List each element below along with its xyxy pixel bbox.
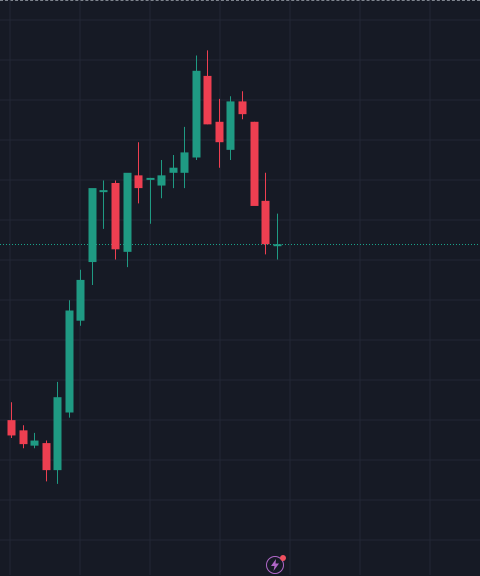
candle <box>192 55 201 161</box>
candle-body <box>169 167 178 173</box>
candle <box>203 50 212 125</box>
candle-body <box>238 101 247 115</box>
candle-body <box>192 70 201 158</box>
candle <box>250 121 259 206</box>
candle <box>7 402 16 438</box>
candle <box>123 172 132 268</box>
candle <box>30 432 39 449</box>
candle-body <box>180 152 189 173</box>
alert-button[interactable] <box>265 554 287 576</box>
candle <box>238 91 247 120</box>
candle <box>261 172 270 255</box>
candle-body <box>19 430 28 445</box>
lightning-icon[interactable] <box>266 556 284 574</box>
candle-body <box>53 397 62 471</box>
notification-dot <box>280 555 286 561</box>
candle <box>273 213 282 260</box>
candle <box>226 96 235 161</box>
candle-body <box>273 244 282 247</box>
candle-body <box>261 200 270 245</box>
candle <box>53 381 62 484</box>
candles <box>7 50 282 484</box>
candle-body <box>215 121 224 143</box>
candle <box>146 177 155 224</box>
candle-body <box>111 183 120 250</box>
candle <box>111 180 120 260</box>
candle-body <box>30 440 39 446</box>
candle <box>215 98 224 168</box>
candle <box>99 180 108 229</box>
candle-body <box>99 190 108 193</box>
candle-body <box>65 310 74 413</box>
candle-body <box>42 443 51 471</box>
candle <box>19 425 28 449</box>
candle-body <box>123 172 132 252</box>
candle-body <box>88 188 97 263</box>
candle <box>180 126 189 189</box>
candle <box>88 188 97 285</box>
candle-body <box>134 175 143 189</box>
candle-body <box>76 279 85 321</box>
pane-separator[interactable] <box>0 0 480 1</box>
candle <box>65 300 74 418</box>
candle-body <box>7 420 16 436</box>
candle <box>76 269 85 326</box>
candle <box>134 142 143 204</box>
candle <box>42 440 51 482</box>
candle <box>157 160 166 199</box>
candle <box>169 154 178 189</box>
candle-body <box>157 175 166 186</box>
candle-body <box>226 101 235 150</box>
candle-body <box>203 75 212 125</box>
candle-body <box>250 121 259 206</box>
candle-body <box>146 177 155 180</box>
